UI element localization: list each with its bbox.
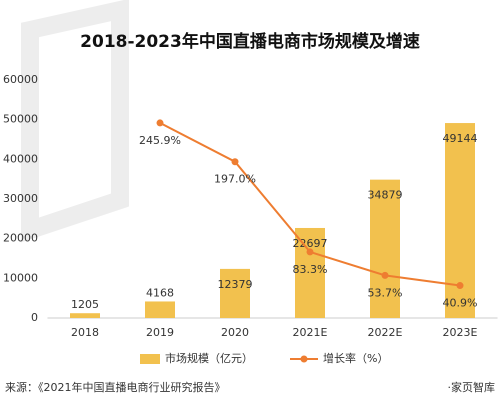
line-point (231, 158, 239, 166)
line-point (381, 271, 389, 279)
legend-swatch (140, 354, 160, 364)
bar-value-label: 1205 (71, 298, 99, 311)
line-value-label: 53.7% (368, 286, 403, 299)
y-tick-label: 20000 (3, 232, 38, 245)
brand: ·家页智库 (448, 380, 496, 394)
x-tick-label: 2021E (293, 326, 328, 339)
y-tick-label: 10000 (3, 271, 38, 284)
watermark-shape (21, 0, 129, 243)
source-note: 来源：《2021年中国直播电商行业研究报告》 (5, 380, 226, 394)
y-tick-label: 30000 (3, 192, 38, 205)
x-tick-label: 2020 (221, 326, 249, 339)
x-tick-label: 2023E (443, 326, 478, 339)
x-tick-label: 2019 (146, 326, 174, 339)
y-tick-label: 40000 (3, 152, 38, 165)
bar (295, 227, 325, 318)
y-tick-label: 60000 (3, 73, 38, 86)
x-tick-label: 2022E (368, 326, 403, 339)
chart-title: 2018-2023年中国直播电商市场规模及增速 (80, 31, 420, 52)
bar-value-label: 49144 (443, 132, 478, 145)
bar (370, 179, 400, 318)
legend-swatch-dot (300, 355, 308, 363)
line-point (306, 248, 314, 256)
legend-label: 市场规模（亿元） (165, 351, 253, 365)
bar-value-label: 22697 (293, 237, 328, 250)
x-tick-label: 2018 (71, 326, 99, 339)
line-value-label: 83.3% (293, 263, 328, 276)
bar-value-label: 12379 (218, 278, 253, 291)
line-value-label: 40.9% (443, 297, 478, 310)
line-value-label: 197.0% (214, 173, 256, 186)
y-tick-label: 0 (31, 311, 38, 324)
y-tick-label: 50000 (3, 113, 38, 126)
line-point (456, 282, 464, 290)
bar (70, 313, 100, 318)
bar-value-label: 34879 (368, 189, 403, 202)
line-point (156, 119, 164, 127)
bar-value-label: 4168 (146, 286, 174, 299)
legend-label: 增长率（%） (323, 351, 388, 365)
bar (220, 268, 250, 318)
line-value-label: 245.9% (139, 134, 181, 147)
bar (145, 301, 175, 318)
